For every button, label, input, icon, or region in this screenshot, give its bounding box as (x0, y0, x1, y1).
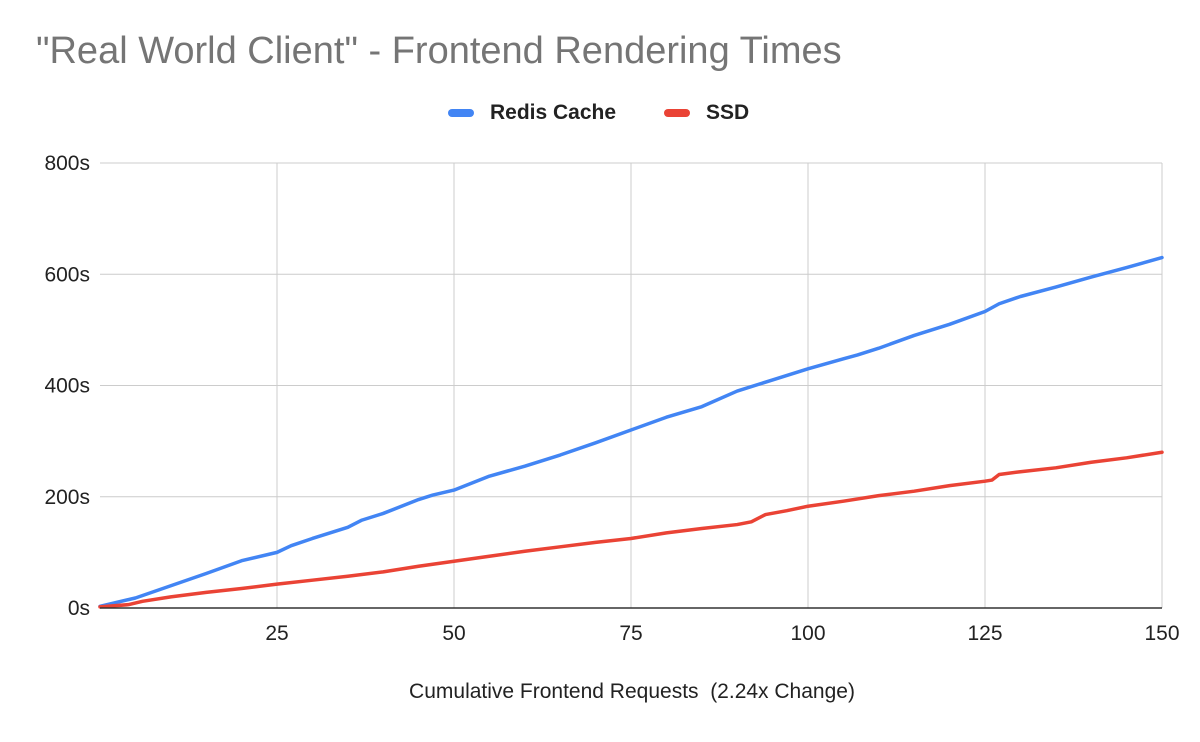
x-tick-label: 50 (442, 622, 465, 645)
series-line-ssd (98, 450, 1164, 609)
x-axis-title: Cumulative Frontend Requests (2.24x Chan… (409, 680, 855, 703)
legend-label-ssd: SSD (706, 101, 750, 124)
x-tick-label: 100 (790, 622, 825, 645)
legend-swatch-redis-cache (448, 109, 474, 117)
legend-item-redis-cache: Redis Cache (448, 100, 616, 126)
series-lines (98, 255, 1164, 609)
series-line-redis-cache (98, 255, 1164, 609)
legend-label-redis-cache: Redis Cache (490, 101, 617, 124)
x-tick-label: 150 (1144, 622, 1179, 645)
legend-swatch-ssd (664, 109, 690, 117)
x-tick-label: 75 (619, 622, 642, 645)
y-tick-label: 600s (44, 263, 90, 286)
legend: Redis Cache SSD (0, 100, 1200, 126)
axes: 0s 200s 400s 600s 800s 25 50 75 100 125 150 (44, 152, 1179, 645)
gridlines (100, 162, 1163, 608)
x-tick-label: 25 (265, 622, 288, 645)
x-tick-label: 125 (967, 622, 1002, 645)
y-tick-label: 0s (68, 597, 90, 620)
legend-item-ssd: SSD (664, 100, 749, 126)
chart-title: "Real World Client" - Frontend Rendering… (36, 30, 842, 72)
y-tick-label: 400s (44, 375, 90, 398)
y-tick-label: 800s (44, 152, 90, 175)
y-tick-label: 200s (44, 486, 90, 509)
